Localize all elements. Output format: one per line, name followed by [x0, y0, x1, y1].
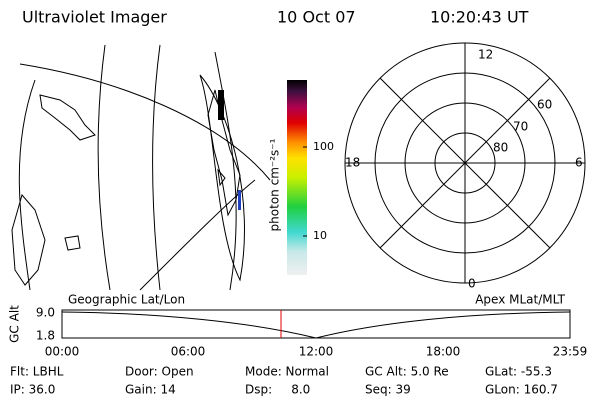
left-label: Geographic Lat/Lon: [68, 293, 185, 307]
status-field: Dsp: 8.0: [245, 383, 310, 397]
colorbar: [287, 80, 307, 275]
x-tick-label: 00:00: [45, 345, 80, 359]
x-tick-label: 06:00: [171, 345, 206, 359]
status-field: Seq: 39: [365, 383, 411, 397]
status-field: Flt: LBHL: [10, 365, 64, 379]
status-field: GLat: -55.3: [485, 365, 552, 379]
mlt-label: 12: [478, 48, 493, 62]
colorbar-tick-label: 100: [313, 140, 334, 153]
status-field: GC Alt: 5.0 Re: [365, 365, 449, 379]
bright-pixels: [238, 190, 241, 210]
y-label: GC Alt: [8, 305, 22, 343]
time: 10:20:43 UT: [430, 8, 529, 27]
x-tick-label: 23:59: [553, 345, 588, 359]
y-tick-label: 9.0: [36, 306, 55, 320]
status-field: Mode: Normal: [245, 365, 329, 379]
status-field: Gain: 14: [125, 383, 176, 397]
right-label: Apex MLat/MLT: [475, 293, 565, 307]
altitude-curve: [61, 311, 571, 339]
status-panel: Flt: LBHL Door: Open Mode: Normal GC Alt: 5…: [10, 365, 558, 397]
status-field: Door: Open: [125, 365, 194, 379]
lat-label: 80: [493, 141, 508, 155]
x-tick-label: 12:00: [299, 345, 334, 359]
mlt-label: 0: [468, 277, 476, 291]
status-field: GLon: 160.7: [485, 383, 558, 397]
geographic-map: [11, 44, 271, 291]
bright-pixels: [218, 90, 224, 120]
colorbar-tick-label: 10: [313, 229, 327, 242]
mlt-label: 6: [575, 156, 583, 170]
x-tick-label: 18:00: [426, 345, 461, 359]
lat-label: 70: [513, 120, 528, 134]
lat-label: 60: [537, 98, 552, 112]
y-tick-label: 1.8: [36, 329, 55, 343]
date: 10 Oct 07: [277, 8, 356, 27]
colorbar-label: photon cm⁻²s⁻¹: [268, 138, 282, 231]
title: Ultraviolet Imager: [22, 8, 167, 27]
polar-plot: [344, 42, 586, 284]
mlt-label: 18: [345, 156, 360, 170]
status-field: IP: 36.0: [10, 383, 55, 397]
